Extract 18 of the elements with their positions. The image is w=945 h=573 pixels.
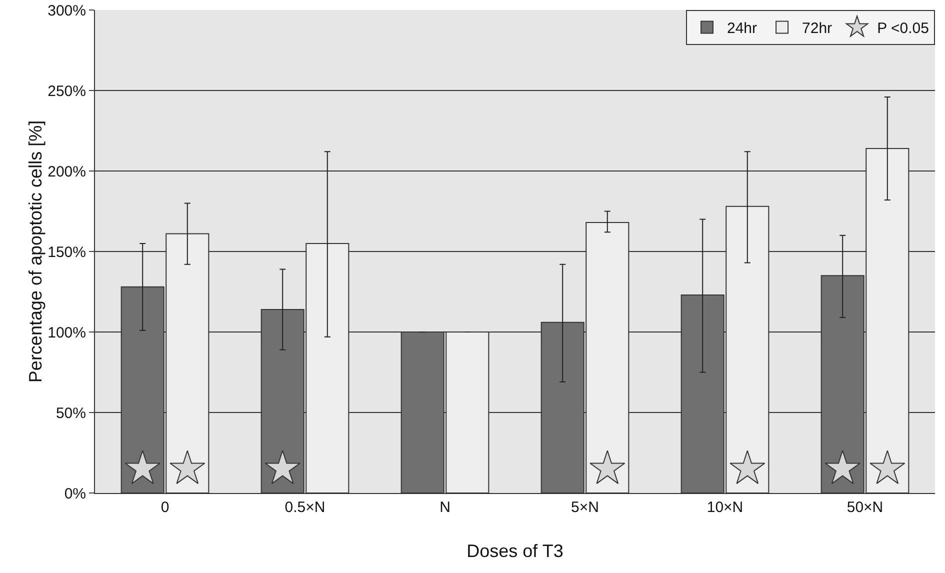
x-axis-title: Doses of T3 — [466, 541, 564, 561]
y-tick-label: 300% — [48, 2, 86, 20]
y-axis-title: Percentage of apoptotic cells [%] — [26, 120, 46, 383]
legend-label: 72hr — [802, 20, 832, 38]
legend-label: 24hr — [727, 20, 758, 38]
y-tick-label: 150% — [48, 244, 86, 261]
y-tick-label: 0% — [64, 485, 86, 502]
y-tick-label: 50% — [56, 404, 86, 422]
x-tick-label: 5×N — [571, 499, 599, 516]
y-tick-label: 100% — [48, 324, 86, 342]
x-tick-label: 50×N — [846, 499, 884, 516]
legend-label: P <0.05 — [877, 20, 929, 38]
x-tick-label: 0.5×N — [284, 499, 326, 516]
x-tick-label: N — [440, 499, 450, 516]
y-tick-label: 200% — [48, 163, 86, 180]
y-tick-label: 250% — [48, 82, 86, 100]
x-tick-label: 10×N — [706, 499, 744, 516]
x-tick-label: 0 — [160, 499, 170, 516]
